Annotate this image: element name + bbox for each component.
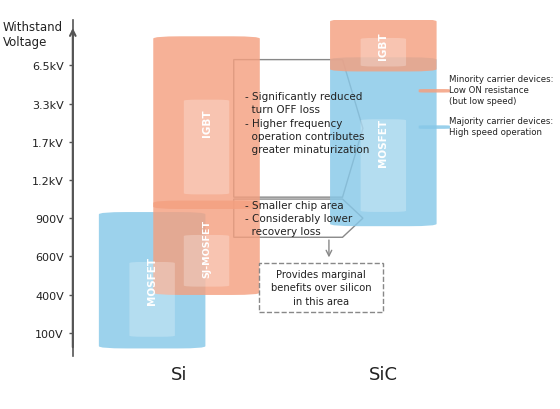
Text: Si: Si — [171, 365, 188, 383]
Text: IGBT: IGBT — [202, 110, 212, 137]
Text: Provides marginal
benefits over silicon
in this area: Provides marginal benefits over silicon … — [270, 270, 371, 306]
FancyBboxPatch shape — [259, 263, 384, 312]
Polygon shape — [234, 200, 363, 238]
FancyBboxPatch shape — [153, 201, 260, 295]
FancyBboxPatch shape — [153, 37, 260, 209]
FancyBboxPatch shape — [129, 262, 175, 337]
FancyBboxPatch shape — [99, 213, 206, 348]
Text: SiC: SiC — [369, 365, 398, 383]
FancyBboxPatch shape — [361, 120, 406, 212]
FancyBboxPatch shape — [184, 235, 229, 287]
Text: SJ-MOSFET: SJ-MOSFET — [202, 219, 211, 277]
Text: Voltage: Voltage — [3, 36, 47, 49]
Text: Minority carrier devices:
Low ON resistance
(but low speed): Minority carrier devices: Low ON resista… — [449, 74, 554, 106]
FancyBboxPatch shape — [330, 20, 437, 72]
Text: - Significantly reduced
  turn OFF loss
- Higher frequency
  operation contribut: - Significantly reduced turn OFF loss - … — [245, 92, 370, 155]
FancyBboxPatch shape — [330, 58, 437, 227]
Text: IGBT: IGBT — [379, 32, 388, 60]
Text: MOSFET: MOSFET — [379, 118, 388, 166]
FancyBboxPatch shape — [419, 126, 450, 130]
Text: Majority carrier devices:
High speed operation: Majority carrier devices: High speed ope… — [449, 117, 553, 137]
FancyBboxPatch shape — [419, 90, 450, 93]
FancyBboxPatch shape — [361, 39, 406, 67]
FancyBboxPatch shape — [184, 100, 229, 195]
Text: MOSFET: MOSFET — [147, 256, 157, 305]
Text: Withstand: Withstand — [3, 21, 63, 34]
Text: - Smaller chip area
- Considerably lower
  recovery loss: - Smaller chip area - Considerably lower… — [245, 200, 352, 237]
Polygon shape — [234, 61, 363, 198]
